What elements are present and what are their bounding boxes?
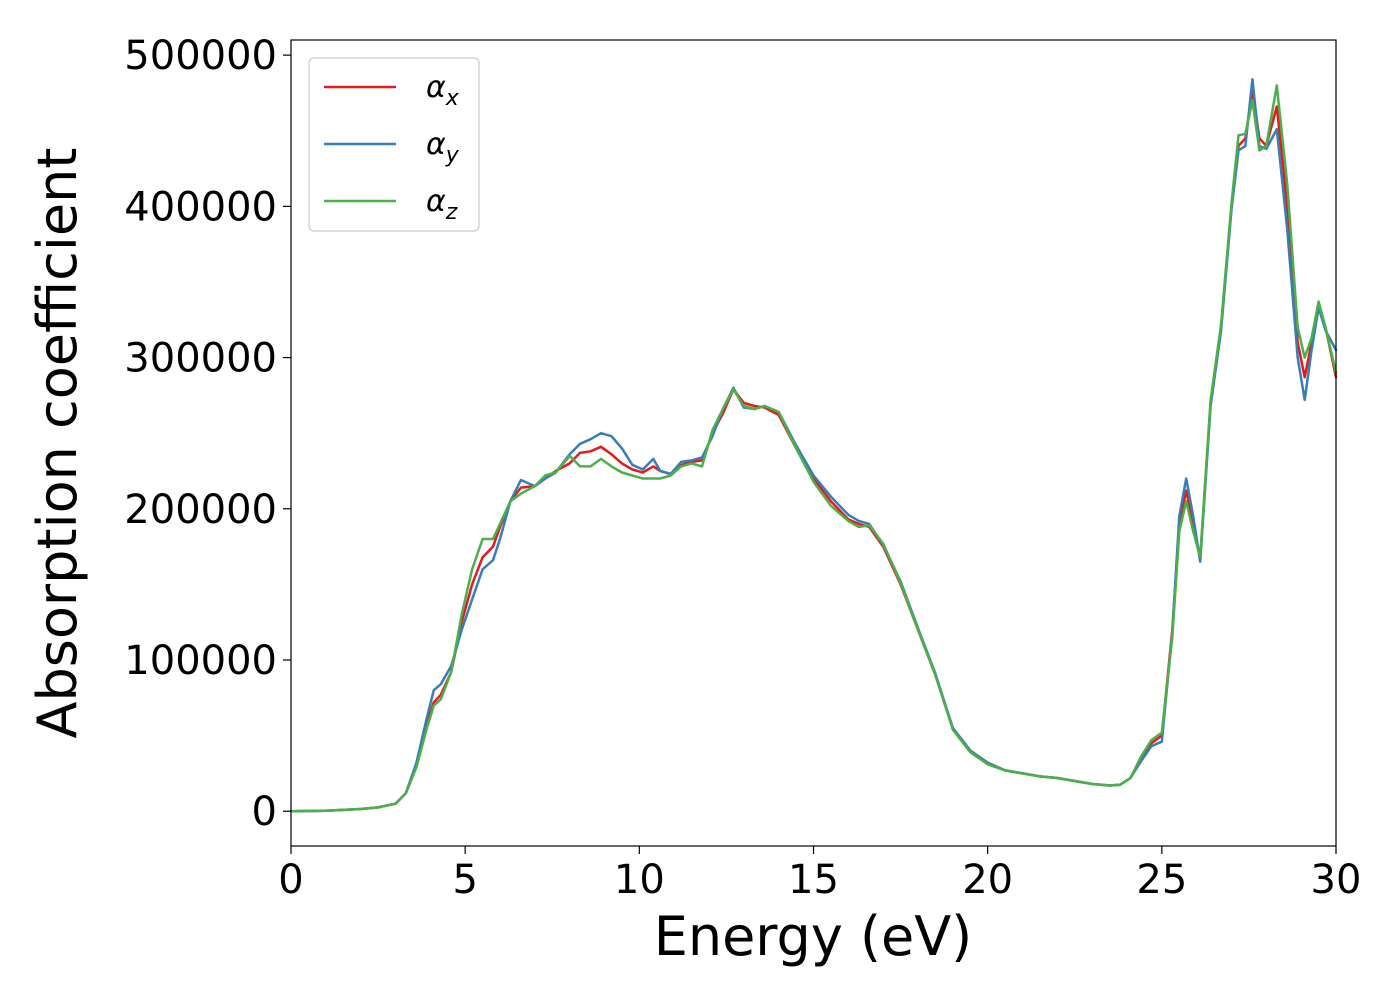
x-tick-label: 10 — [614, 857, 665, 903]
legend-symbol: α — [426, 184, 446, 219]
x-tick-label: 0 — [278, 857, 303, 903]
legend-subscript: x — [445, 86, 460, 111]
x-axis-ticks: 0 5 10 15 20 25 30 — [278, 846, 1361, 903]
legend-symbol: α — [426, 127, 446, 162]
series-layer — [289, 78, 1338, 813]
legend-label-y: αy — [426, 127, 460, 168]
x-tick-label: 25 — [1136, 857, 1187, 903]
series-line-z — [289, 84, 1338, 813]
x-tick-label: 15 — [788, 857, 839, 903]
legend-label-z: αz — [426, 184, 458, 225]
y-axis-label: Absorption coefficient — [26, 148, 89, 739]
x-tick-label: 5 — [452, 857, 477, 903]
legend-label-x: αx — [426, 70, 460, 111]
y-tick-label: 0 — [252, 789, 277, 835]
y-tick-label: 500000 — [124, 33, 277, 79]
y-tick-label: 100000 — [124, 638, 277, 684]
x-tick-label: 20 — [962, 857, 1013, 903]
y-axis-ticks: 0 100000 200000 300000 400000 500000 — [124, 33, 291, 835]
y-tick-label: 200000 — [124, 487, 277, 533]
legend-symbol: α — [426, 70, 446, 105]
x-tick-label: 30 — [1311, 857, 1362, 903]
y-tick-label: 400000 — [124, 184, 277, 230]
x-axis-label: Energy (eV) — [654, 905, 973, 968]
legend-subscript: z — [445, 200, 458, 225]
y-tick-label: 300000 — [124, 336, 277, 382]
legend-subscript: y — [445, 143, 460, 168]
